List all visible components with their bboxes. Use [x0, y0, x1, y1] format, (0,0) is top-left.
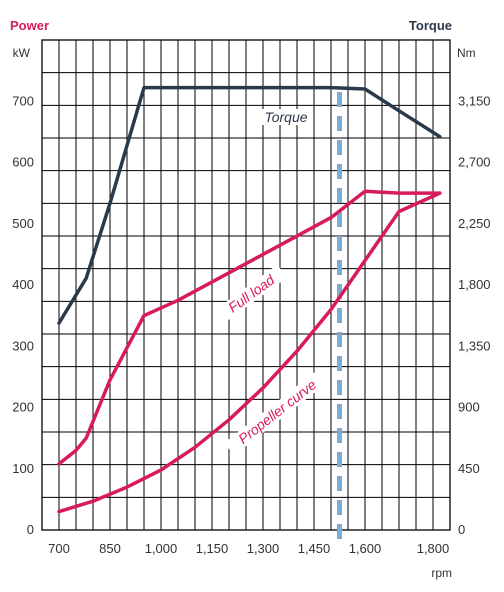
plot-frame	[41, 39, 451, 531]
series-group	[57, 85, 442, 514]
y2-tick-label: 3,150	[458, 93, 491, 108]
label-background	[224, 367, 331, 456]
label-text: Full load	[225, 271, 278, 316]
right-axis-unit: Nm	[457, 46, 476, 60]
y2-tick-label: 2,700	[458, 155, 491, 170]
x-tick-label: 850	[99, 541, 121, 556]
x-tick-label: 700	[48, 541, 70, 556]
x-tick-label: 1,800	[417, 541, 450, 556]
curve-labels: Torque Full load Propeller curve	[215, 109, 331, 456]
ticks-group: 0 100 200 300 400 500 600 700 0 450 900 1,350 1,800 2…	[12, 93, 490, 556]
y2-tick-label: 900	[458, 400, 480, 415]
label-text: Torque	[264, 109, 307, 125]
y2-tick-label: 0	[458, 522, 465, 537]
grid	[41, 39, 451, 531]
y2-tick-label: 1,350	[458, 338, 491, 353]
x-axis-label: rpm	[431, 566, 452, 580]
left-axis-unit: kW	[13, 46, 31, 60]
left-axis-title: Power	[10, 18, 49, 33]
label-torque: Torque	[259, 109, 313, 125]
x-tick-label: 1,450	[298, 541, 331, 556]
series-full-load	[57, 189, 442, 466]
series-torque	[57, 85, 442, 325]
x-tick-label: 1,000	[145, 541, 178, 556]
y-tick-label: 400	[12, 277, 34, 292]
y2-tick-label: 2,250	[458, 216, 491, 231]
y-tick-label: 100	[12, 461, 34, 476]
y-tick-label: 500	[12, 216, 34, 231]
y-tick-label: 300	[12, 338, 34, 353]
y-tick-label: 0	[27, 522, 34, 537]
right-axis-title: Torque	[409, 18, 452, 33]
y2-tick-label: 1,800	[458, 277, 491, 292]
label-background	[259, 109, 313, 125]
label-background	[215, 264, 287, 323]
label-text: Propeller curve	[235, 376, 319, 447]
x-tick-label: 1,300	[247, 541, 280, 556]
y-tick-label: 600	[12, 155, 34, 170]
x-tick-label: 1,150	[196, 541, 229, 556]
x-tick-label: 1,600	[349, 541, 382, 556]
y-tick-label: 700	[12, 93, 34, 108]
y2-tick-label: 450	[458, 461, 480, 476]
series-propeller-curve	[57, 191, 442, 514]
y-tick-label: 200	[12, 400, 34, 415]
